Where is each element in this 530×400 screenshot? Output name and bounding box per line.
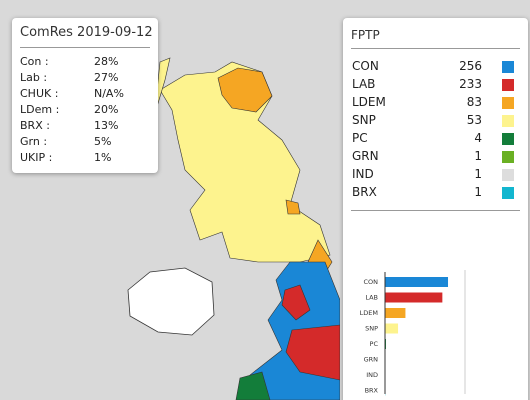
poll-value: 13% xyxy=(94,119,119,132)
seat-count: 1 xyxy=(474,149,482,163)
party-name: GRN xyxy=(352,149,379,163)
bar xyxy=(385,277,449,287)
poll-party: Grn : xyxy=(20,135,48,148)
party-color xyxy=(502,133,514,145)
party-name: IND xyxy=(352,167,374,181)
party-name: SNP xyxy=(352,113,376,127)
bar-label: BRX xyxy=(365,387,379,395)
seat-count: 4 xyxy=(474,131,482,145)
poll-party: BRX : xyxy=(20,119,50,132)
bar-label: IND xyxy=(366,371,378,379)
poll-party: CHUK : xyxy=(20,87,59,100)
divider xyxy=(20,47,150,48)
highland[interactable] xyxy=(217,67,273,113)
bar-label: LDEM xyxy=(360,309,378,317)
party-name: BRX xyxy=(352,185,377,199)
poll-value: 27% xyxy=(94,71,119,84)
north-west[interactable] xyxy=(285,324,340,381)
seat-count: 53 xyxy=(466,113,482,127)
party-color xyxy=(502,169,514,181)
party-name: LAB xyxy=(352,77,376,91)
bar-label: PC xyxy=(370,340,379,348)
divider xyxy=(351,210,520,211)
party-name: CON xyxy=(352,59,379,73)
seat-count: 83 xyxy=(466,95,482,109)
poll-value: 28% xyxy=(94,55,119,68)
bar xyxy=(385,323,399,334)
fptp-panel: FPTP 325CONLABLDEMSNPPCGRNINDBRX CON256L… xyxy=(343,18,528,400)
party-color xyxy=(502,79,514,91)
poll-value: 1% xyxy=(94,151,112,164)
party-name: LDEM xyxy=(352,95,386,109)
north-east[interactable] xyxy=(281,284,311,321)
poll-party: Lab : xyxy=(20,71,48,84)
party-color xyxy=(502,61,514,73)
poll-party: UKIP : xyxy=(20,151,53,164)
fptp-title: FPTP xyxy=(351,28,380,42)
poll-value: 20% xyxy=(94,103,119,116)
seat-count: 1 xyxy=(474,185,482,199)
seat-count: 1 xyxy=(474,167,482,181)
party-color xyxy=(502,187,514,199)
northern-ireland[interactable] xyxy=(127,267,215,336)
divider xyxy=(351,48,520,49)
seat-count: 233 xyxy=(459,77,482,91)
poll-party: Con : xyxy=(20,55,49,68)
bar-label: SNP xyxy=(365,325,378,333)
poll-title: ComRes 2019-09-12 xyxy=(20,25,153,40)
wales[interactable] xyxy=(235,371,271,400)
party-color xyxy=(502,115,514,127)
seat-chart: 325CONLABLDEMSNPPCGRNINDBRX xyxy=(352,222,522,400)
fife[interactable] xyxy=(285,199,301,215)
poll-value: 5% xyxy=(94,135,112,148)
poll-panel: ComRes 2019-09-12 Con : 28% Lab : 27% CHUK :… xyxy=(12,18,158,173)
poll-value: N/A% xyxy=(94,87,124,100)
bar-label: CON xyxy=(363,278,378,286)
poll-party: LDem : xyxy=(20,103,60,116)
bar xyxy=(385,308,406,318)
party-color xyxy=(502,97,514,109)
party-color xyxy=(502,151,514,163)
party-name: PC xyxy=(352,131,368,145)
bar-label: LAB xyxy=(365,294,378,302)
seat-count: 256 xyxy=(459,59,482,73)
bar-label: GRN xyxy=(364,356,379,364)
bar xyxy=(385,292,443,303)
